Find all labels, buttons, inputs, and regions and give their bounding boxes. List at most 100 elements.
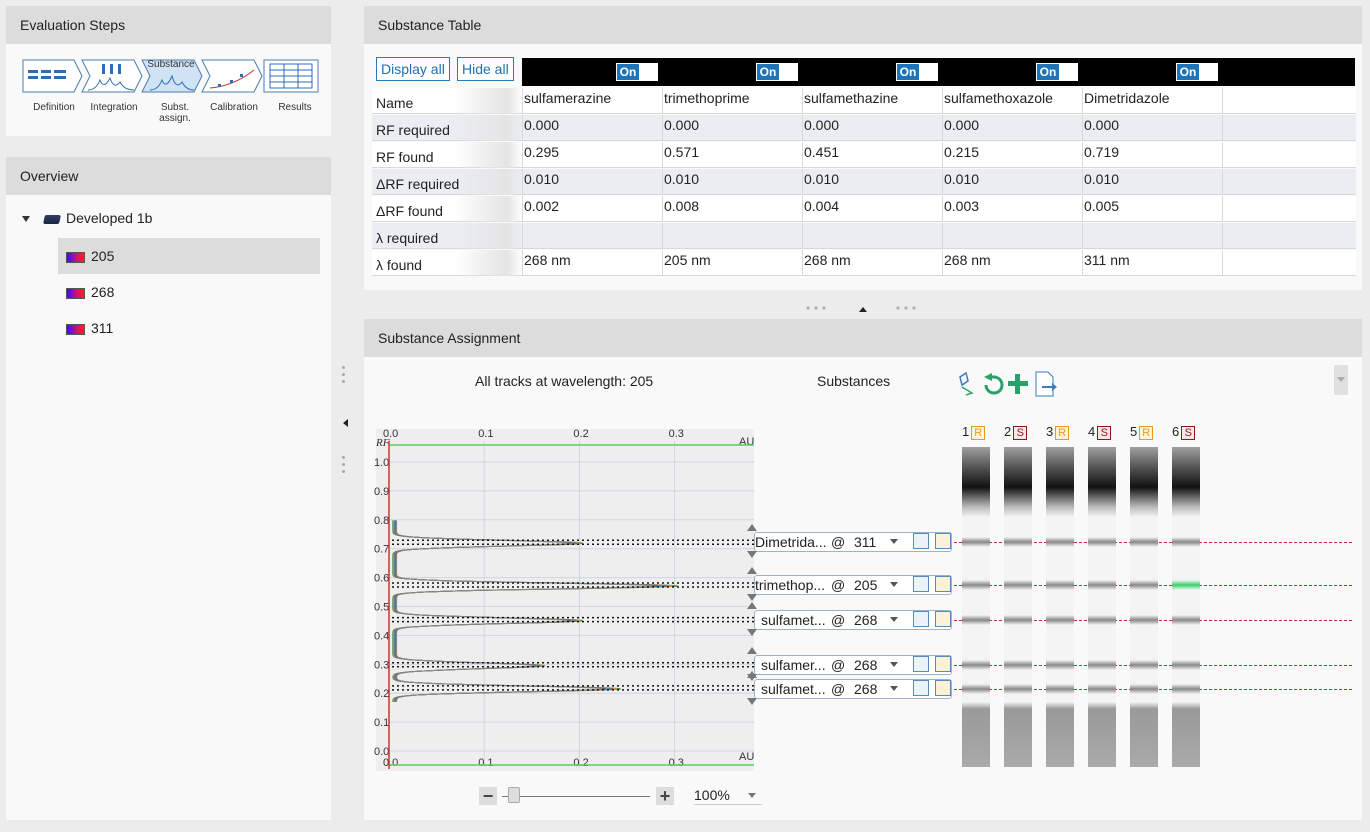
track-lane[interactable]: [1004, 447, 1032, 767]
wavelength-select[interactable]: 268: [854, 612, 878, 628]
tree-root-developed[interactable]: Developed 1b: [22, 207, 152, 229]
table-cell[interactable]: 0.002: [522, 196, 662, 222]
select-peak-icon[interactable]: [913, 533, 929, 549]
view-spectrum-icon[interactable]: [935, 656, 951, 672]
track-lane[interactable]: [1172, 447, 1200, 767]
table-cell[interactable]: sulfamethoxazole: [942, 88, 1082, 114]
horizontal-splitter[interactable]: [800, 300, 930, 312]
zoom-select[interactable]: 100%: [694, 787, 762, 805]
table-cell[interactable]: 0.008: [662, 196, 802, 222]
assignment-row[interactable]: sulfamet... @268: [754, 610, 952, 630]
hide-all-button[interactable]: Hide all: [457, 57, 514, 81]
wavelength-select[interactable]: 268: [854, 657, 878, 673]
move-arrows-icon[interactable]: [747, 567, 757, 601]
table-cell[interactable]: 0.571: [662, 142, 802, 168]
table-cell[interactable]: 0.451: [802, 142, 942, 168]
step-calibration[interactable]: Calibration: [205, 102, 263, 113]
track-lane[interactable]: [1130, 447, 1158, 767]
tree-item-205[interactable]: 205: [58, 238, 320, 274]
display-all-button[interactable]: Display all: [376, 57, 450, 81]
wavelength-select[interactable]: 205: [854, 577, 878, 593]
table-cell[interactable]: 0.010: [1082, 169, 1222, 195]
dropdown-scroll[interactable]: [1334, 365, 1348, 395]
view-spectrum-icon[interactable]: [935, 533, 951, 549]
toggle-trimethoprime[interactable]: On: [756, 63, 798, 81]
table-cell[interactable]: trimethoprime: [662, 88, 802, 114]
table-cell[interactable]: 0.000: [522, 115, 662, 141]
toggle-sulfamethoxazole[interactable]: On: [1036, 63, 1078, 81]
table-cell[interactable]: 0.000: [662, 115, 802, 141]
table-cell[interactable]: 0.010: [942, 169, 1082, 195]
table-cell[interactable]: [662, 223, 802, 249]
step-results[interactable]: Results: [266, 102, 324, 113]
tree-item-268[interactable]: 268: [58, 274, 320, 310]
chevron-down-icon[interactable]: [890, 617, 898, 622]
table-cell[interactable]: 0.010: [522, 169, 662, 195]
track-lane[interactable]: [962, 447, 990, 767]
toggle-sulfamerazine[interactable]: On: [616, 63, 658, 81]
densitogram-chart[interactable]: 0.00.00.10.10.20.20.30.31.00.90.80.70.60…: [364, 429, 764, 789]
splitter-grip-top[interactable]: [342, 366, 346, 387]
add-icon[interactable]: [1007, 373, 1029, 395]
chevron-down-icon[interactable]: [890, 539, 898, 544]
table-cell[interactable]: 0.003: [942, 196, 1082, 222]
zoom-out-button[interactable]: −: [479, 787, 497, 805]
table-cell[interactable]: 0.004: [802, 196, 942, 222]
table-cell[interactable]: 0.000: [1082, 115, 1222, 141]
table-cell[interactable]: sulfamethazine: [802, 88, 942, 114]
splitter-grip-bottom[interactable]: [342, 456, 346, 477]
table-cell[interactable]: 0.010: [662, 169, 802, 195]
view-spectrum-icon[interactable]: [935, 680, 951, 696]
move-arrows-icon[interactable]: [747, 671, 757, 705]
assignment-row[interactable]: sulfamet... @268: [754, 679, 952, 699]
assignment-row[interactable]: Dimetrida... @311: [754, 532, 952, 552]
table-cell[interactable]: 0.215: [942, 142, 1082, 168]
select-peak-icon[interactable]: [913, 576, 929, 592]
zoom-slider-handle[interactable]: [508, 787, 520, 803]
table-cell[interactable]: 0.010: [802, 169, 942, 195]
table-cell[interactable]: 311 nm: [1082, 250, 1222, 276]
select-peak-icon[interactable]: [913, 680, 929, 696]
table-cell[interactable]: 0.719: [1082, 142, 1222, 168]
chevron-down-icon[interactable]: [890, 582, 898, 587]
table-cell[interactable]: 205 nm: [662, 250, 802, 276]
table-cell[interactable]: 0.005: [1082, 196, 1222, 222]
track-lane[interactable]: [1088, 447, 1116, 767]
table-cell[interactable]: sulfamerazine: [522, 88, 662, 114]
chevron-down-icon[interactable]: [890, 662, 898, 667]
table-cell[interactable]: 0.295: [522, 142, 662, 168]
table-cell[interactable]: [802, 223, 942, 249]
table-cell[interactable]: 0.000: [802, 115, 942, 141]
table-cell[interactable]: 268 nm: [522, 250, 662, 276]
step-integration[interactable]: Integration: [85, 102, 143, 113]
chevron-down-icon[interactable]: [890, 686, 898, 691]
select-peak-icon[interactable]: [913, 656, 929, 672]
step-substance-assignment[interactable]: Subst. assign.: [146, 102, 204, 124]
wavelength-select[interactable]: 268: [854, 681, 878, 697]
table-cell[interactable]: Dimetridazole: [1082, 88, 1222, 114]
toggle-dimetridazole[interactable]: On: [1176, 63, 1218, 81]
table-cell[interactable]: [522, 223, 662, 249]
zoom-in-button[interactable]: +: [656, 787, 674, 805]
view-spectrum-icon[interactable]: [935, 576, 951, 592]
collapse-left-icon[interactable]: [343, 419, 348, 427]
undo-icon[interactable]: [982, 373, 1006, 395]
zoom-slider-track[interactable]: [502, 796, 650, 797]
move-arrows-icon[interactable]: [747, 602, 757, 636]
toggle-sulfamethazine[interactable]: On: [896, 63, 938, 81]
export-icon[interactable]: [1034, 371, 1058, 397]
track-lane[interactable]: [1046, 447, 1074, 767]
view-spectrum-icon[interactable]: [935, 611, 951, 627]
wavelength-select[interactable]: 311: [854, 534, 877, 550]
tree-item-311[interactable]: 311: [58, 310, 320, 346]
table-cell[interactable]: 0.000: [942, 115, 1082, 141]
table-cell[interactable]: 268 nm: [802, 250, 942, 276]
move-arrows-icon[interactable]: [747, 524, 757, 558]
table-cell[interactable]: [1082, 223, 1222, 249]
expand-triangle-icon[interactable]: [22, 216, 30, 223]
